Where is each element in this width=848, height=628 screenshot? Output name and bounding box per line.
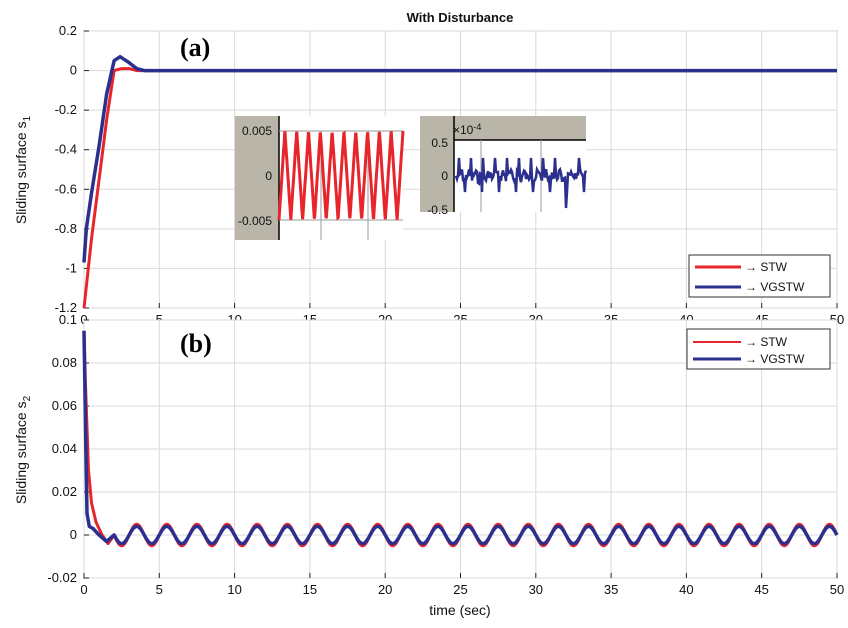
x-tick-label: 20 — [378, 582, 392, 597]
legend-b: → STW → VGSTW — [686, 328, 831, 370]
y-tick-label: 0.06 — [52, 398, 77, 413]
x-tick-label: 10 — [227, 582, 241, 597]
legend-a-label-vgstw: → VGSTW — [745, 280, 805, 294]
y-axis-label-a: Sliding surface s1 — [13, 115, 33, 224]
inset2-series-line — [454, 157, 588, 209]
y-tick-label: 0.1 — [59, 312, 77, 327]
inset2-exponent-base: ×10 — [453, 123, 474, 137]
y-axis-label-b-text: Sliding surface s — [13, 401, 29, 504]
series-line-vgstw — [82, 54, 837, 263]
y-axis-label-a-sub: 1 — [22, 115, 33, 121]
series-line-vgstw — [82, 330, 839, 546]
series-group-b — [82, 330, 839, 548]
y-ticks-a: 0.2 0 -0.2 -0.4 -0.6 -0.8 -1 -1.2 — [55, 23, 89, 315]
x-tick-label: 40 — [679, 582, 693, 597]
legend-a-box — [688, 254, 831, 298]
y-tick-label: 0.08 — [52, 355, 77, 370]
inset1-ytick: -0.005 — [238, 214, 272, 228]
panel-tag-b: (b) — [180, 329, 212, 358]
y-ticks-b: 0.1 0.08 0.06 0.04 0.02 0 -0.02 — [47, 312, 89, 585]
x-tick-label: 5 — [156, 582, 163, 597]
x-tick-label: 50 — [830, 582, 844, 597]
inset-vgstw-zoom: ×10-4 0.5 0 -0.5 — [420, 116, 588, 217]
y-axis-label-a-text: Sliding surface s — [13, 121, 29, 224]
y-tick-label: 0.02 — [52, 484, 77, 499]
x-tick-label: 15 — [303, 582, 317, 597]
legend-a: → STW → VGSTW — [688, 254, 831, 298]
y-tick-label: -1 — [65, 260, 77, 275]
y-tick-label: 0 — [70, 63, 77, 78]
x-tick-label: 30 — [529, 582, 543, 597]
inset2-ytick: 0 — [441, 169, 448, 183]
x-tick-label: 45 — [754, 582, 768, 597]
y-tick-label: -0.4 — [55, 142, 77, 157]
y-tick-label: 0 — [70, 527, 77, 542]
legend-a-label-stw: → STW — [745, 260, 788, 274]
inset1-gutter — [235, 116, 279, 240]
y-tick-label: 0.2 — [59, 23, 77, 38]
y-tick-label: -0.02 — [47, 570, 77, 585]
inset1-series-line — [277, 130, 405, 221]
chart-title: With Disturbance — [407, 10, 514, 25]
legend-b-box — [686, 328, 831, 370]
x-ticks-b: 0 5 10 15 20 25 30 35 40 45 50 — [80, 573, 844, 597]
x-tick-label: 25 — [453, 582, 467, 597]
panel-a: With Disturbance 0.2 0 -0.2 -0.4 -0.6 -0.8 -1 -… — [13, 10, 844, 327]
x-axis-label: time (sec) — [429, 602, 490, 618]
x-tick-label: 35 — [604, 582, 618, 597]
legend-b-label-stw: → STW — [745, 335, 788, 349]
y-axis-label-b-sub: 2 — [22, 395, 33, 401]
inset-stw-zoom: 0.005 0 -0.005 — [235, 116, 405, 240]
inset1-ytick: 0 — [265, 169, 272, 183]
y-tick-label: -0.6 — [55, 181, 77, 196]
series-group-a — [82, 54, 837, 309]
inset2-gutter — [420, 116, 454, 212]
y-tick-label: -1.2 — [55, 300, 77, 315]
y-tick-label: -0.8 — [55, 221, 77, 236]
panel-b: 0.10.080.060.040.020-0.02 0 5 10 15 20 25 30 35… — [13, 312, 844, 618]
panel-tag-a: (a) — [180, 33, 210, 62]
inset2-ytick: -0.5 — [427, 203, 448, 217]
inset2-top-band — [454, 116, 586, 140]
y-axis-label-b: Sliding surface s2 — [13, 395, 33, 504]
inset2-exponent: ×10-4 — [453, 122, 481, 137]
inset2-exponent-power: -4 — [473, 122, 481, 132]
inset1-ytick: 0.005 — [242, 124, 272, 138]
y-tick-label: 0.04 — [52, 441, 77, 456]
x-tick-label: 0 — [80, 582, 87, 597]
legend-b-label-vgstw: → VGSTW — [745, 352, 805, 366]
inset2-ytick: 0.5 — [431, 136, 448, 150]
y-tick-label: -0.2 — [55, 102, 77, 117]
